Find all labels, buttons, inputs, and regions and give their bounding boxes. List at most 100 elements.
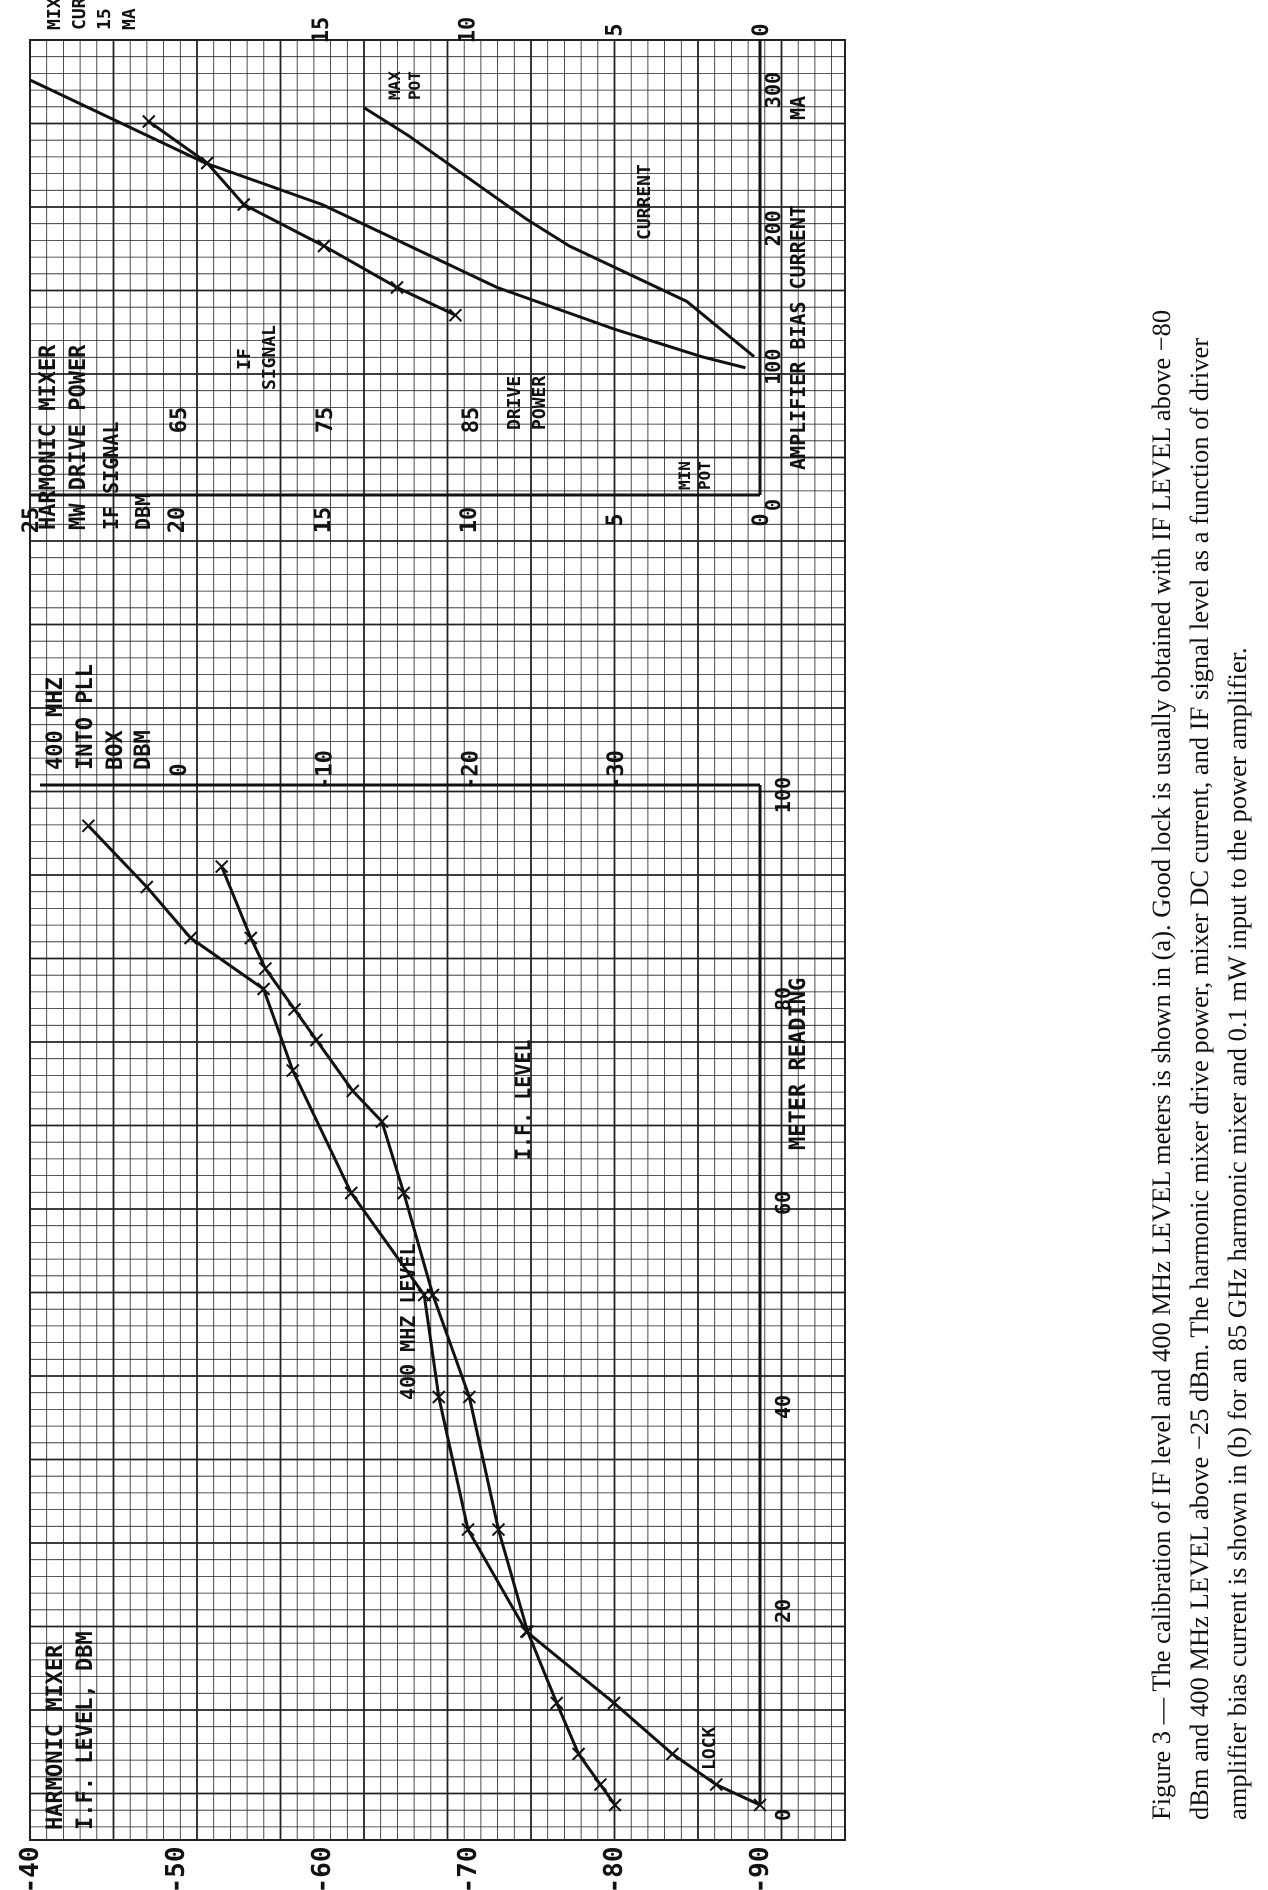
panel-a-if-level-point [432, 1390, 446, 1404]
panel-a-if-level-point [286, 1063, 300, 1078]
panel-a-400mhz-point [426, 1288, 440, 1302]
panel-a-y2-tick-label: 0 [167, 763, 192, 776]
panel-b-max-pot-label-1: MAX [385, 71, 404, 100]
panel-a-left-axis-label: HARMONIC MIXER [43, 1644, 68, 1830]
panel-a-x-tick-label: 80 [771, 987, 795, 1011]
figure-caption-text: Figure 3 — The calibration of IF level a… [1146, 309, 1252, 1820]
panel-a-y2-tick-label: -30 [604, 750, 629, 790]
grid-border [29, 39, 846, 1841]
panel-a-400mhz-point [346, 1084, 360, 1098]
panel-b-if-tick-label: 65 [167, 407, 192, 434]
panel-b-if-signal-point [448, 308, 463, 322]
panel-b-drive-power-line [29, 78, 746, 370]
panel-a-400mhz-point [397, 1186, 411, 1200]
panel-a-if-level-point [344, 1186, 358, 1200]
panel-b-power-tick-label: 5 [603, 513, 628, 526]
panel-a-x-tick-label: 60 [771, 1191, 795, 1215]
panel-b-power-tick-label: 15 [311, 507, 336, 534]
panel-b-power-tick-label: 10 [457, 507, 482, 534]
panel-a-right-axis-label-1: 400 MHZ [43, 677, 68, 770]
panel-b-right-axis-label-3: 15 [94, 8, 115, 30]
panel-a-if-level-point [183, 931, 198, 945]
panel-b-left-axis-label-4: DBM [131, 494, 155, 530]
panel-a-x-tick-label: 20 [771, 1599, 795, 1623]
panel-a-400mhz-point [491, 1522, 506, 1537]
panel-a-y-tick-label: -70 [453, 1847, 483, 1890]
panel-b-x-tick-label: 300 [761, 72, 785, 108]
panel-a-x-tick-label: 100 [771, 777, 795, 813]
panel-b-x-tick-label: 100 [761, 349, 785, 385]
panel-a-400mhz-point [309, 1033, 324, 1047]
panel-a-y-tick-label: -90 [745, 1847, 775, 1890]
panel-a-400mhz-level-line [220, 866, 617, 1806]
panel-b-current-tick-label: 10 [456, 17, 481, 44]
panel-b-if-tick-label: 85 [459, 407, 484, 434]
panel-b-left-axis-label-2: MW DRIVE POWER [66, 344, 91, 530]
figure-caption: Figure 3 — The calibration of IF level a… [1000, 90, 1256, 1890]
panel-a-if-level-point [140, 880, 154, 894]
panel-b-drive-label-1: DRIVE [504, 376, 525, 430]
panel-b-if-tick-label: 75 [313, 407, 338, 434]
panel-a-if-level-point [665, 1747, 680, 1761]
panel-a-400mhz-point [571, 1747, 586, 1761]
panel-a-x-tick-label: 40 [771, 1395, 795, 1419]
panel-a-y-tick-label: -50 [161, 1847, 191, 1890]
graph-paper-grid [29, 39, 846, 1841]
panel-b-if-signal-point [200, 156, 214, 170]
panel-a-if-level-line [87, 824, 761, 1807]
panel-a-if-level-point [256, 982, 271, 996]
panel-b-current-tick-label: 0 [749, 23, 774, 36]
panel-a-curve-if-label: I.F. LEVEL [511, 1040, 535, 1160]
panel-a-400mhz-point [258, 961, 273, 976]
panel-a-x-axis-label: METER READING [786, 978, 811, 1150]
panel-a-right-axis-label-2: INTO PLL [73, 664, 98, 770]
panel-a-right-axis-label-3: BOX [103, 730, 128, 770]
panel-a: 0 20 40 60 80 100 -40 -50 -60 -70 -80 -90 0 -10 -20 -30… [15, 664, 811, 1890]
panel-b-right-axis-label-2: CURRENT [69, 0, 90, 30]
panel-b-power-tick-label: 20 [165, 507, 190, 534]
panel-a-400mhz-point [520, 1624, 535, 1639]
panel-b-if-signal-label-1: IF [234, 348, 255, 370]
panel-b-if-signal-point [390, 280, 404, 295]
panel-a-400mhz-point [375, 1114, 389, 1129]
panel-b-x-axis-label: AMPLIFIER BIAS CURRENT [786, 205, 810, 470]
panel-b-max-pot-label-2: POT [405, 71, 424, 100]
panel-a-if-level-point [753, 1798, 767, 1812]
panel-b-x-unit-label: MA [786, 96, 810, 120]
panel-b-min-pot-label-1: MIN [675, 461, 694, 490]
panel-b-if-signal-line [147, 120, 457, 317]
panel-a-if-level-point [607, 1696, 621, 1710]
panel-a-y2-tick-label: -10 [313, 750, 338, 790]
panel-b-x-tick-label: 200 [761, 210, 785, 246]
panel-a-400mhz-point [608, 1798, 622, 1812]
panel-b-left-axis-label-1: HARMONIC MIXER [36, 344, 61, 530]
panel-b-right-axis-label-4: MA [119, 8, 140, 30]
panel-b-if-signal-point [317, 239, 331, 253]
panel-a-left-axis-label-2: I.F. LEVEL, DBM [73, 1631, 98, 1830]
panel-a-lock-label: LOCK [699, 1726, 720, 1770]
panel-b: 0 100 200 300 25 20 15 10 5 0 65 75 85 15 10 5 0 HARMONIC… [19, 0, 810, 533]
panel-b-right-axis-label-1: MIXER [44, 0, 65, 30]
panel-b-current-label: CURRENT [634, 164, 655, 240]
panel-b-if-signal-point [142, 114, 156, 129]
panel-a-400mhz-point [287, 1002, 302, 1017]
panel-a-y-tick-label: -40 [15, 1847, 45, 1890]
panel-b-left-axis-label-3: IF SIGNAL [99, 422, 123, 530]
caption-panel [850, 60, 1250, 1820]
panel-b-x-tick-label: 0 [761, 499, 785, 511]
panel-b-min-pot-label-2: POT [695, 461, 714, 490]
panel-a-400mhz-point [244, 931, 258, 945]
panel-a-if-level-point [461, 1522, 475, 1537]
panel-b-if-signal-point [236, 197, 251, 212]
panel-b-power-tick-label: 0 [749, 513, 774, 526]
panel-b-current-line [363, 106, 756, 358]
panel-a-curve-400-label: 400 MHZ LEVEL [396, 1243, 420, 1400]
panel-a-400mhz-point [550, 1696, 564, 1710]
panel-b-drive-label-2: POWER [529, 376, 550, 430]
panel-b-current-tick-label: 5 [602, 23, 627, 36]
panel-a-if-level-point [709, 1777, 723, 1792]
panel-a-y-tick-label: -60 [307, 1847, 337, 1890]
panel-a-400mhz-point [214, 859, 229, 874]
